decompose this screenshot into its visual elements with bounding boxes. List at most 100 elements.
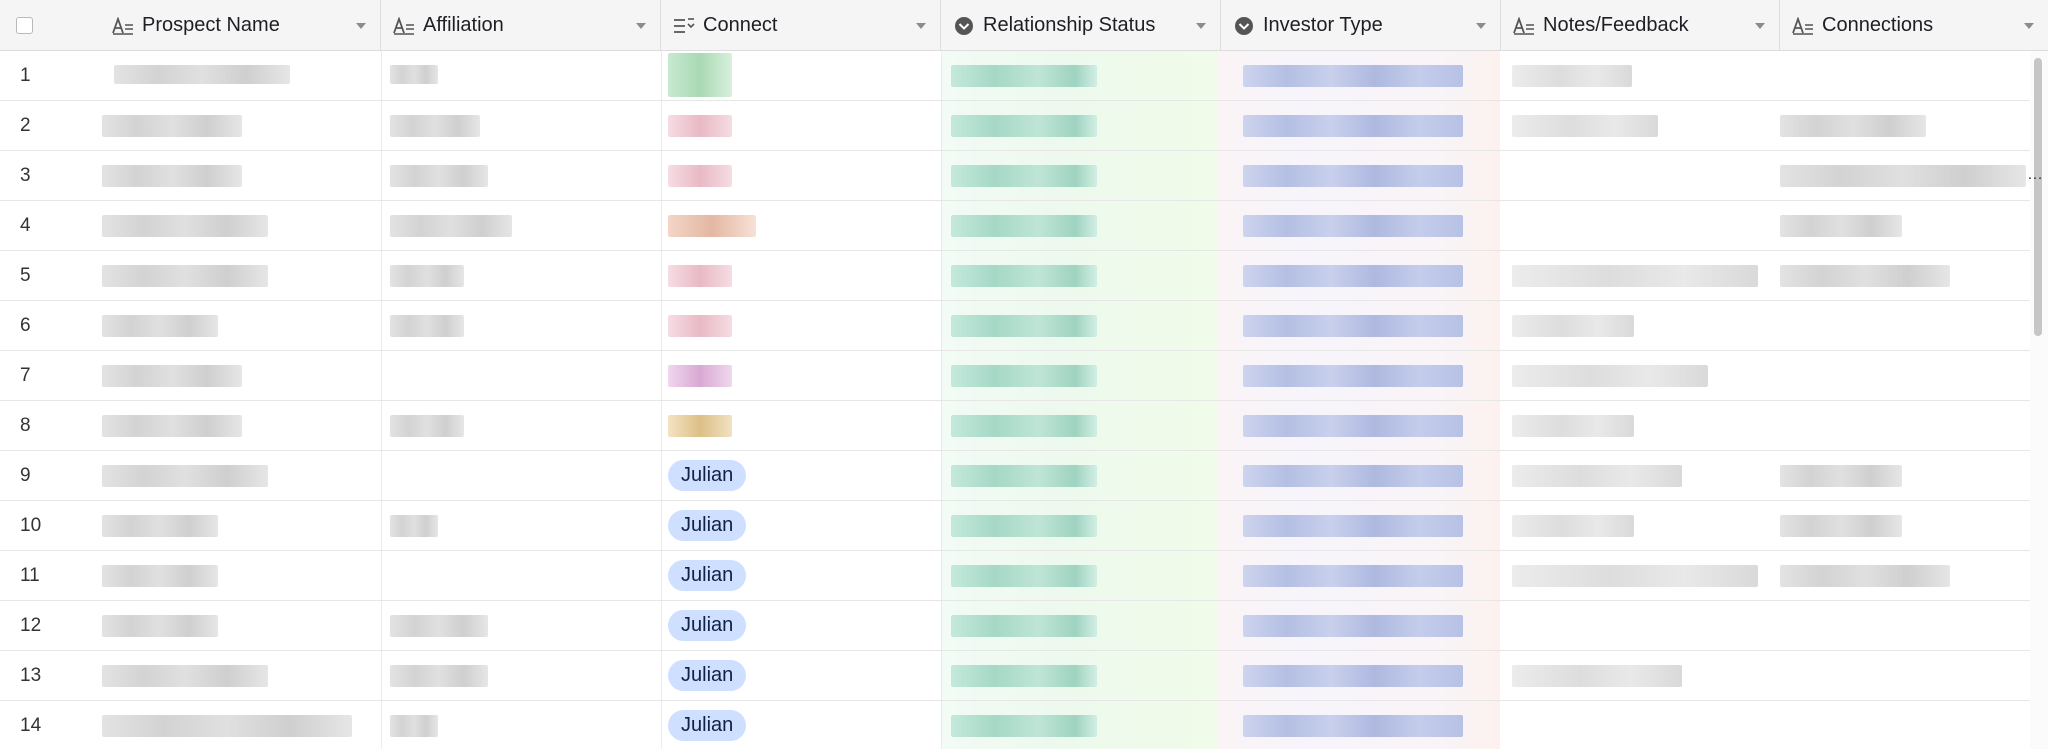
table-row[interactable]: 5 [0, 251, 2030, 301]
column-header-investor-type[interactable]: Investor Type [1221, 0, 1501, 51]
notes-feedback-value[interactable] [1512, 465, 1682, 487]
table-row[interactable]: 12 Julian [0, 601, 2030, 651]
investor-type-value[interactable] [1243, 265, 1463, 287]
scrollbar-thumb[interactable] [2034, 58, 2042, 336]
prospect-name-value[interactable] [102, 165, 242, 187]
chevron-down-icon[interactable] [1476, 23, 1486, 29]
notes-feedback-value[interactable] [1512, 265, 1758, 287]
connect-tag[interactable]: Julian [668, 510, 747, 541]
affiliation-value[interactable] [390, 715, 438, 737]
notes-feedback-value[interactable] [1512, 115, 1658, 137]
notes-feedback-value[interactable] [1512, 515, 1634, 537]
prospect-name-value[interactable] [102, 315, 218, 337]
connect-tag[interactable]: Julian [668, 610, 747, 641]
prospect-name-value[interactable] [102, 665, 268, 687]
connections-value[interactable] [1780, 265, 1950, 287]
chevron-down-icon[interactable] [2024, 23, 2034, 29]
connections-value[interactable] [1780, 515, 1902, 537]
relationship-status-value[interactable] [951, 65, 1097, 87]
more-icon[interactable]: … [2027, 166, 2043, 183]
column-header-connect[interactable]: Connect [661, 0, 941, 51]
table-row[interactable]: 8 [0, 401, 2030, 451]
table-row[interactable]: 7 [0, 351, 2030, 401]
table-row[interactable]: 11 Julian [0, 551, 2030, 601]
affiliation-value[interactable] [390, 665, 488, 687]
affiliation-value[interactable] [390, 315, 464, 337]
affiliation-value[interactable] [390, 65, 438, 84]
investor-type-value[interactable] [1243, 165, 1463, 187]
chevron-down-icon[interactable] [1196, 23, 1206, 29]
notes-feedback-value[interactable] [1512, 365, 1708, 387]
column-header-connections[interactable]: Connections [1780, 0, 2048, 51]
column-header-notes-feedback[interactable]: Notes/Feedback [1501, 0, 1780, 51]
connect-tag[interactable]: Julian [668, 660, 747, 691]
connect-value[interactable] [668, 53, 732, 97]
connect-value[interactable] [668, 365, 732, 387]
connect-value[interactable] [668, 265, 732, 287]
table-row[interactable]: 14 Julian [0, 701, 2030, 749]
table-row[interactable]: 1 [0, 51, 2030, 101]
prospect-name-value[interactable] [102, 515, 218, 537]
column-header-relationship-status[interactable]: Relationship Status [941, 0, 1221, 51]
prospect-name-value[interactable] [102, 415, 242, 437]
column-header-affiliation[interactable]: Affiliation [381, 0, 661, 51]
connect-tag[interactable]: Julian [668, 710, 747, 741]
relationship-status-value[interactable] [951, 665, 1097, 687]
investor-type-value[interactable] [1243, 715, 1463, 737]
table-row[interactable]: 13 Julian [0, 651, 2030, 701]
relationship-status-value[interactable] [951, 315, 1097, 337]
investor-type-value[interactable] [1243, 615, 1463, 637]
relationship-status-value[interactable] [951, 215, 1097, 237]
relationship-status-value[interactable] [951, 615, 1097, 637]
investor-type-value[interactable] [1243, 665, 1463, 687]
affiliation-value[interactable] [390, 515, 438, 537]
table-row[interactable]: 4 [0, 201, 2030, 251]
connect-value[interactable] [668, 415, 732, 437]
affiliation-value[interactable] [390, 215, 512, 237]
connect-value[interactable] [668, 165, 732, 187]
relationship-status-value[interactable] [951, 415, 1097, 437]
relationship-status-value[interactable] [951, 265, 1097, 287]
chevron-down-icon[interactable] [356, 23, 366, 29]
investor-type-value[interactable] [1243, 215, 1463, 237]
investor-type-value[interactable] [1243, 365, 1463, 387]
prospect-name-value[interactable] [114, 65, 290, 84]
table-row[interactable]: 9 Julian [0, 451, 2030, 501]
prospect-name-value[interactable] [102, 565, 218, 587]
connections-value[interactable] [1780, 115, 1926, 137]
investor-type-value[interactable] [1243, 115, 1463, 137]
prospect-name-value[interactable] [102, 615, 218, 637]
investor-type-value[interactable] [1243, 565, 1463, 587]
notes-feedback-value[interactable] [1512, 565, 1758, 587]
investor-type-value[interactable] [1243, 415, 1463, 437]
connect-value[interactable] [668, 315, 732, 337]
prospect-name-value[interactable] [102, 465, 268, 487]
prospect-name-value[interactable] [102, 215, 268, 237]
connect-value[interactable] [668, 215, 756, 237]
chevron-down-icon[interactable] [1755, 23, 1765, 29]
affiliation-value[interactable] [390, 415, 464, 437]
table-row[interactable]: 2 [0, 101, 2030, 151]
connections-value[interactable] [1780, 465, 1902, 487]
table-row[interactable]: 3 [0, 151, 2030, 201]
relationship-status-value[interactable] [951, 115, 1097, 137]
affiliation-value[interactable] [390, 165, 488, 187]
affiliation-value[interactable] [390, 615, 488, 637]
column-header-prospect-name[interactable]: Prospect Name [100, 0, 381, 51]
table-row[interactable]: 6 [0, 301, 2030, 351]
investor-type-value[interactable] [1243, 315, 1463, 337]
prospect-name-value[interactable] [102, 115, 242, 137]
relationship-status-value[interactable] [951, 565, 1097, 587]
connections-value[interactable] [1780, 165, 2026, 187]
investor-type-value[interactable] [1243, 65, 1463, 87]
connect-tag[interactable]: Julian [668, 460, 747, 491]
affiliation-value[interactable] [390, 265, 464, 287]
notes-feedback-value[interactable] [1512, 665, 1682, 687]
relationship-status-value[interactable] [951, 515, 1097, 537]
connect-tag[interactable]: Julian [668, 560, 747, 591]
notes-feedback-value[interactable] [1512, 415, 1634, 437]
relationship-status-value[interactable] [951, 365, 1097, 387]
connect-value[interactable] [668, 115, 732, 137]
chevron-down-icon[interactable] [636, 23, 646, 29]
prospect-name-value[interactable] [102, 715, 352, 737]
